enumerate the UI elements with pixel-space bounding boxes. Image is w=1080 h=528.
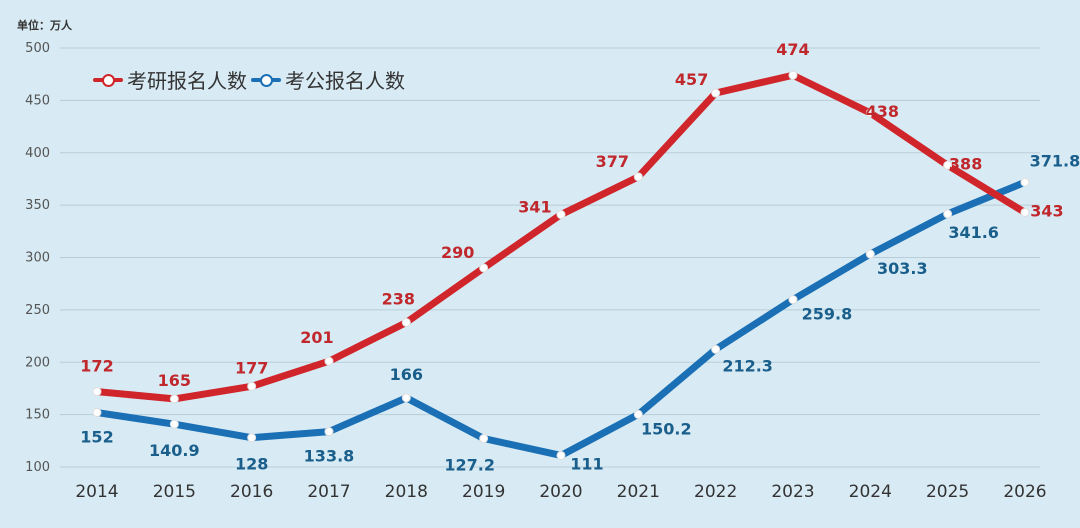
data-label: 457 bbox=[675, 70, 708, 89]
data-point-marker bbox=[633, 409, 643, 419]
data-point-marker bbox=[865, 108, 875, 118]
x-axis-ticks: 2014 2015 2016 2017 2018 2019 2020 2021 2022 2023… bbox=[75, 482, 1046, 502]
data-label: 201 bbox=[300, 328, 333, 347]
y-tick-label: 150 bbox=[25, 408, 50, 423]
data-point-marker bbox=[247, 433, 257, 443]
data-label: 259.8 bbox=[802, 305, 853, 324]
data-point-marker bbox=[401, 393, 411, 403]
data-label: 166 bbox=[390, 365, 423, 384]
legend-blue-line-marker-icon bbox=[251, 68, 281, 92]
data-point-marker bbox=[865, 249, 875, 259]
x-tick-label: 2016 bbox=[230, 482, 273, 502]
data-point-marker bbox=[169, 394, 179, 404]
kaoyan-line bbox=[93, 71, 1029, 403]
y-tick-label: 300 bbox=[25, 251, 50, 266]
data-point-marker bbox=[169, 419, 179, 429]
data-point-marker bbox=[943, 209, 953, 219]
x-tick-label: 2019 bbox=[462, 482, 505, 502]
y-tick-label: 250 bbox=[25, 303, 50, 318]
data-point-marker bbox=[401, 317, 411, 327]
data-point-marker bbox=[92, 408, 102, 418]
data-label: 150.2 bbox=[641, 419, 692, 438]
data-label: 152 bbox=[80, 428, 113, 447]
data-label: 133.8 bbox=[304, 447, 355, 466]
data-point-marker bbox=[556, 210, 566, 220]
data-label: 290 bbox=[441, 243, 474, 262]
data-point-marker bbox=[943, 160, 953, 170]
series-lines bbox=[92, 70, 1030, 460]
data-label: 111 bbox=[570, 454, 603, 473]
data-point-marker bbox=[788, 295, 798, 305]
x-tick-label: 2023 bbox=[771, 482, 814, 502]
x-tick-label: 2017 bbox=[307, 482, 350, 502]
data-point-marker bbox=[556, 450, 566, 460]
data-label: 388 bbox=[949, 154, 982, 173]
data-label: 127.2 bbox=[444, 456, 495, 475]
data-label: 177 bbox=[235, 358, 268, 377]
data-label: 140.9 bbox=[149, 441, 200, 460]
x-tick-label: 2018 bbox=[385, 482, 428, 502]
y-tick-label: 400 bbox=[25, 146, 50, 161]
y-axis-ticks: 100 150 200 250 300 350 400 450 500 bbox=[25, 41, 50, 475]
legend: 考研报名人数 考公报名人数 bbox=[93, 65, 409, 94]
gridlines bbox=[60, 47, 1040, 468]
data-point-marker bbox=[324, 427, 334, 437]
data-label: 303.3 bbox=[877, 259, 928, 278]
x-tick-label: 2014 bbox=[75, 482, 118, 502]
legend-item-kaoyan: 考研报名人数 bbox=[93, 65, 247, 94]
legend-label-kaoyan: 考研报名人数 bbox=[127, 69, 247, 93]
x-tick-label: 2015 bbox=[153, 482, 196, 502]
data-label: 165 bbox=[158, 371, 191, 390]
data-label: 238 bbox=[382, 289, 415, 308]
data-point-marker bbox=[92, 387, 102, 397]
data-point-marker bbox=[633, 172, 643, 182]
data-label: 474 bbox=[776, 40, 809, 59]
data-point-marker bbox=[711, 344, 721, 354]
data-point-marker bbox=[247, 381, 257, 391]
y-tick-label: 350 bbox=[25, 198, 50, 213]
legend-red-line-marker-icon bbox=[93, 68, 123, 92]
data-point-marker bbox=[324, 356, 334, 366]
data-point-marker bbox=[788, 70, 798, 80]
x-tick-label: 2026 bbox=[1003, 482, 1046, 502]
y-tick-label: 200 bbox=[25, 355, 50, 370]
x-tick-label: 2021 bbox=[617, 482, 660, 502]
data-point-marker bbox=[711, 88, 721, 98]
data-label: 343 bbox=[1030, 201, 1063, 220]
x-tick-label: 2022 bbox=[694, 482, 737, 502]
legend-item-kaogong: 考公报名人数 bbox=[251, 65, 405, 94]
data-point-marker bbox=[479, 434, 489, 444]
data-label: 212.3 bbox=[722, 356, 773, 375]
legend-label-kaogong: 考公报名人数 bbox=[285, 69, 405, 93]
y-tick-label: 450 bbox=[25, 93, 50, 108]
data-labels: 172 165 177 201 238 290 341 377 457 474 438 388 343 1… bbox=[80, 40, 1080, 474]
data-point-marker bbox=[479, 263, 489, 273]
data-label: 341.6 bbox=[948, 223, 999, 242]
data-label: 377 bbox=[596, 152, 629, 171]
y-tick-label: 100 bbox=[25, 460, 50, 475]
x-tick-label: 2020 bbox=[539, 482, 582, 502]
data-label: 438 bbox=[866, 102, 899, 121]
x-tick-label: 2025 bbox=[926, 482, 969, 502]
data-label: 341 bbox=[518, 198, 551, 217]
y-tick-label: 500 bbox=[25, 41, 50, 56]
unit-label: 单位：万人 bbox=[17, 19, 72, 32]
data-label: 128 bbox=[235, 455, 268, 474]
x-tick-label: 2024 bbox=[849, 482, 892, 502]
data-point-marker bbox=[1020, 177, 1030, 187]
data-label: 371.8 bbox=[1030, 151, 1080, 170]
data-point-marker bbox=[1020, 207, 1030, 217]
data-label: 172 bbox=[80, 357, 113, 376]
